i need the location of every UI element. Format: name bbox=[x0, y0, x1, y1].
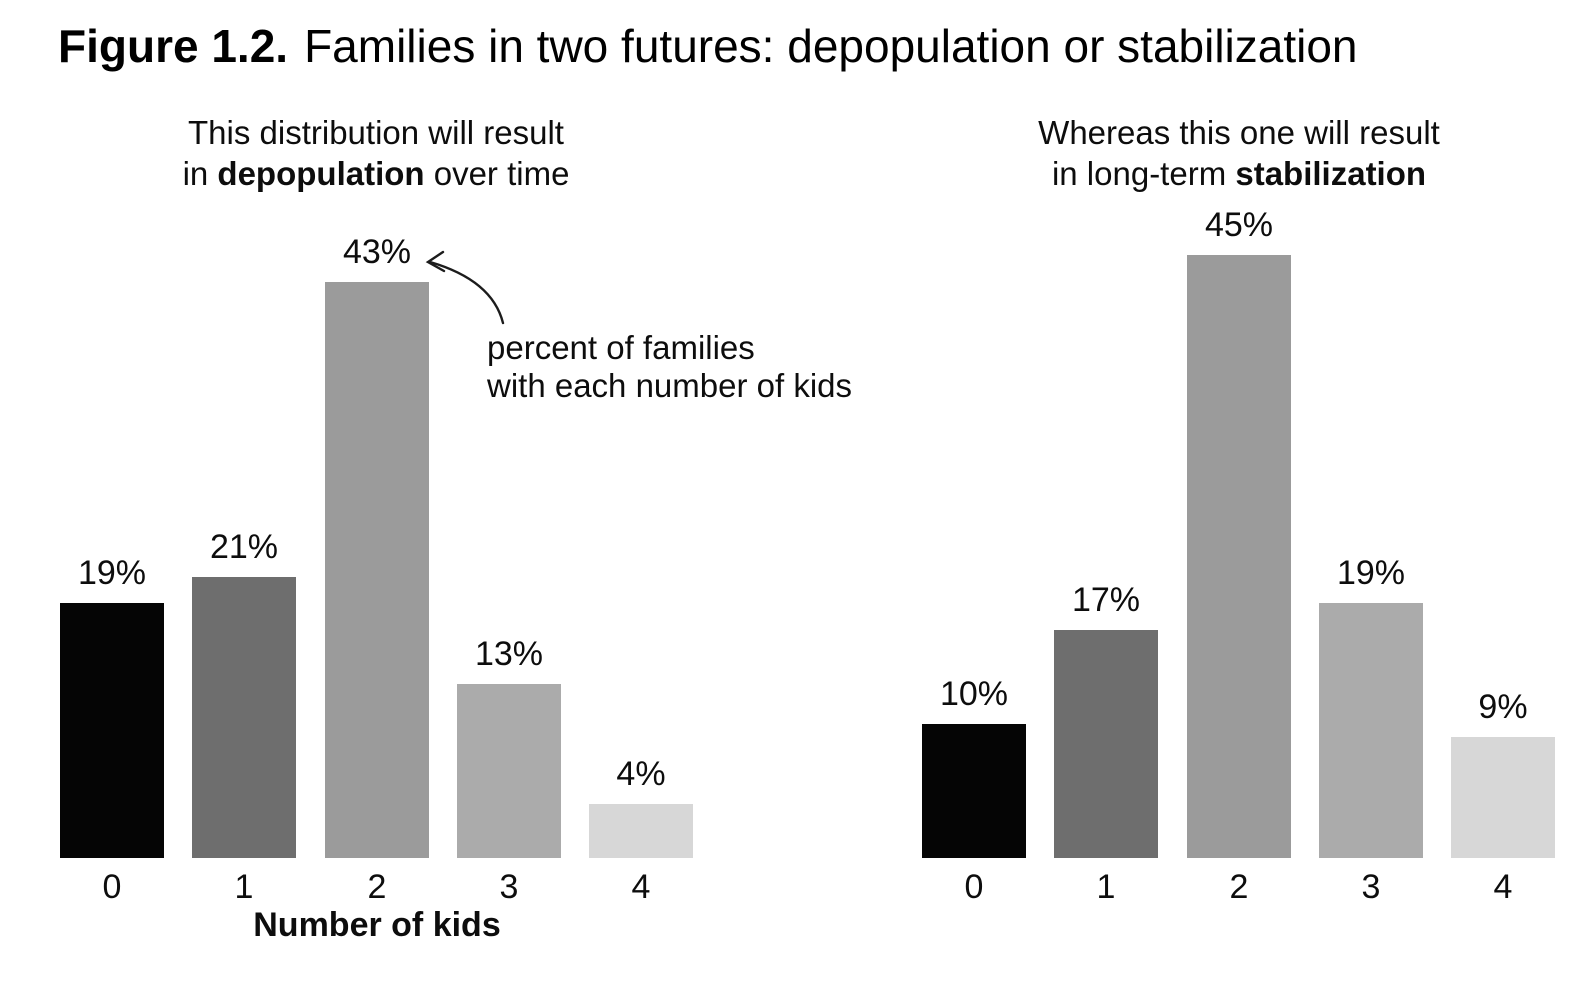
figure-title: Figure 1.2. Families in two futures: depo… bbox=[58, 20, 1358, 73]
bar-left-4-kids bbox=[589, 804, 693, 858]
bar-value-label: 9% bbox=[1478, 688, 1528, 726]
x-tick-label: 0 bbox=[964, 868, 984, 906]
subtitle-line: in long-term stabilization bbox=[919, 153, 1559, 194]
x-tick-label: 1 bbox=[234, 868, 254, 906]
bar-left-0-kids bbox=[60, 603, 164, 858]
right-chart-subtitle: Whereas this one will result in long-term… bbox=[919, 112, 1559, 194]
subtitle-text: in bbox=[182, 155, 218, 192]
figure-number-label: Figure 1.2. bbox=[58, 20, 289, 72]
value-labels-annotation: percent of families with each number of … bbox=[487, 329, 852, 405]
x-tick-label: 4 bbox=[1493, 868, 1513, 906]
bar-value-label: 17% bbox=[1071, 581, 1141, 619]
bar-value-label: 13% bbox=[474, 635, 544, 673]
bar-value-label: 19% bbox=[77, 554, 147, 592]
bar-right-1-kids bbox=[1054, 630, 1158, 858]
subtitle-text: in long-term bbox=[1051, 155, 1236, 192]
bar-left-1-kids bbox=[192, 577, 296, 858]
bar-value-label: 43% bbox=[342, 233, 412, 271]
subtitle-line: This distribution will result bbox=[56, 112, 696, 153]
subtitle-emphasis: stabilization bbox=[1235, 155, 1427, 192]
x-axis-title: Number of kids bbox=[253, 906, 501, 944]
x-tick-label: 0 bbox=[102, 868, 122, 906]
annotation-line-2: with each number of kids bbox=[487, 367, 853, 404]
x-tick-label: 4 bbox=[631, 868, 651, 906]
bar-value-label: 21% bbox=[209, 528, 279, 566]
bar-right-2-kids bbox=[1187, 255, 1291, 858]
left-chart-subtitle: This distribution will result in depopula… bbox=[56, 112, 696, 194]
subtitle-text: Whereas this one will result bbox=[1038, 114, 1440, 151]
subtitle-line: in depopulation over time bbox=[56, 153, 696, 194]
bar-right-0-kids bbox=[922, 724, 1026, 858]
subtitle-text: This distribution will result bbox=[188, 114, 564, 151]
bar-left-3-kids bbox=[457, 684, 561, 858]
x-tick-label: 3 bbox=[499, 868, 519, 906]
bar-right-3-kids bbox=[1319, 603, 1423, 858]
x-tick-label: 2 bbox=[1229, 868, 1249, 906]
subtitle-text: over time bbox=[424, 155, 570, 192]
bar-value-label: 10% bbox=[939, 675, 1009, 713]
bar-value-label: 45% bbox=[1204, 206, 1274, 244]
annotation-line-1: percent of families bbox=[487, 329, 755, 366]
x-tick-label: 3 bbox=[1361, 868, 1381, 906]
bar-right-4-kids bbox=[1451, 737, 1555, 858]
subtitle-emphasis: depopulation bbox=[217, 155, 425, 192]
x-tick-label: 2 bbox=[367, 868, 387, 906]
bar-left-2-kids bbox=[325, 282, 429, 858]
bar-value-label: 19% bbox=[1336, 554, 1406, 592]
x-tick-label: 1 bbox=[1096, 868, 1116, 906]
bar-value-label: 4% bbox=[616, 755, 666, 793]
subtitle-line: Whereas this one will result bbox=[919, 112, 1559, 153]
figure-title-text: Families in two futures: depopulation or… bbox=[304, 20, 1358, 72]
